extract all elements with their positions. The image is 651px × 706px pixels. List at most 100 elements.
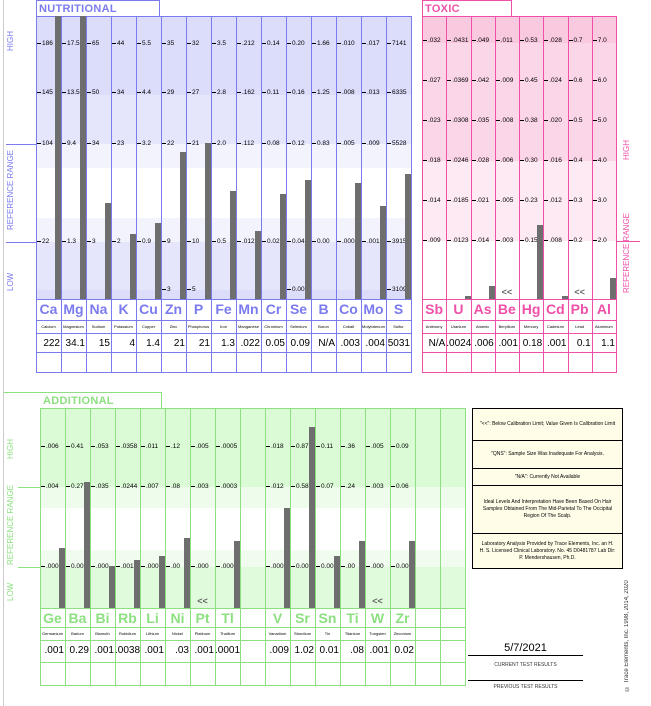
element-value: .001 <box>547 338 567 349</box>
toxic-tick-label: .020 <box>544 117 562 125</box>
additional-tick-label: .0244 <box>116 483 137 491</box>
nutritional-tick-label: .000 <box>337 238 355 246</box>
toxic-tick-label: .027 <box>423 77 441 85</box>
nutritional-tick-label: 34 <box>87 140 99 148</box>
nutritional-tick-label: .005 <box>337 140 355 148</box>
additional-tick-label: .000 <box>191 563 209 571</box>
bar-sr <box>309 427 315 608</box>
nutritional-column-divider <box>61 16 62 372</box>
nutritional-tick-label: .008 <box>337 89 355 97</box>
legend-note: "<<": Below Calibration Limit; Value Giv… <box>473 409 622 441</box>
element-name: Bismuth <box>95 631 110 636</box>
nutritional-column-divider <box>211 16 212 372</box>
toxic-tick-label: .006 <box>496 157 514 165</box>
additional-tick-label: .00 <box>341 563 355 571</box>
toxic-tick-label: 0.2 <box>569 237 583 245</box>
element-name: Lead <box>575 324 585 329</box>
nutritional-tick-label: 34 <box>112 89 124 97</box>
element-name: Mercury <box>523 324 539 329</box>
bar-sn <box>334 556 340 608</box>
element-symbol-na: Na <box>89 301 108 317</box>
nutritional-tick-label: 186 <box>37 40 53 48</box>
additional-column-divider <box>115 408 116 685</box>
nutritional-tick-label: 6335 <box>387 89 406 97</box>
bar-hg <box>537 225 544 299</box>
additional-tick-label: .00 <box>166 563 180 571</box>
additional-tick-label: .000 <box>141 563 159 571</box>
nutritional-tick-label: 13.5 <box>62 89 80 97</box>
nutritional-tick-label: 50 <box>87 89 99 97</box>
bar-rb <box>134 560 140 608</box>
additional-column-divider <box>340 408 341 685</box>
toxic-title: TOXIC ELEMENTS <box>422 0 512 27</box>
element-symbol-fe: Fe <box>215 301 232 317</box>
current-test-date: 5/7/2021 <box>468 642 583 656</box>
nutritional-range-band <box>36 168 411 218</box>
nutritional-tick-label: 5.5 <box>137 40 151 48</box>
nutritional-tick-label: 3 <box>87 238 96 246</box>
nutritional-column-divider <box>236 16 237 372</box>
additional-tick-label: .12 <box>166 443 180 451</box>
nutritional-column-divider <box>111 16 112 372</box>
element-symbol-mn: Mn <box>238 301 259 317</box>
toxic-tick-label: .012 <box>544 197 562 205</box>
additional-tick-label: .003 <box>191 483 209 491</box>
bar-ge <box>59 548 65 608</box>
toxic-column-divider <box>470 16 472 372</box>
nutritional-tick-label: .112 <box>237 140 254 148</box>
toxic-tick-label: .016 <box>544 157 562 165</box>
toxic-tick-label: .049 <box>472 37 490 45</box>
toxic-column-divider <box>446 16 448 372</box>
nutritional-column-divider <box>261 16 262 372</box>
bar-u <box>464 296 471 299</box>
nutritional-tick-label: 32 <box>187 40 199 48</box>
nutritional-tick-label: .162 <box>237 89 255 97</box>
element-name: Tungsten <box>369 631 386 636</box>
element-symbol-u: U <box>453 301 464 317</box>
nutritional-tick-label: 2 <box>112 238 121 246</box>
element-name: Thallium <box>219 631 236 636</box>
element-value: 5031 <box>387 338 410 349</box>
nutritional-tick-label: 2.0 <box>212 140 226 148</box>
toxic-tick-label: .032 <box>423 37 441 45</box>
bar-ba <box>84 482 90 608</box>
element-name: Germanium <box>42 631 63 636</box>
element-symbol-ba: Ba <box>68 610 87 626</box>
additional-tick-label: .000 <box>266 563 284 571</box>
nutritional-tick-label: 3109 <box>387 286 406 294</box>
additional-tick-label: .08 <box>166 483 180 491</box>
element-value: .0038 <box>115 645 141 656</box>
additional-range-band <box>40 487 465 508</box>
element-name: Vanadium <box>268 631 287 636</box>
additional-tick-label: .053 <box>91 443 109 451</box>
below-calibration-marker: << <box>501 287 513 297</box>
element-value: 0.1 <box>576 338 591 349</box>
nutritional-tick-label: 0.08 <box>262 140 280 148</box>
legend-note: "QNS": Sample Size Was Inadequate For An… <box>473 441 622 469</box>
additional-title: ADDITIONAL ELEMENTS <box>3 392 162 419</box>
nutritional-tick-label: 4.4 <box>137 89 151 97</box>
toxic-tick-label: .003 <box>496 237 514 245</box>
nutritional-tick-label: 23 <box>112 140 124 148</box>
toxic-tick-label: 0.3 <box>569 197 583 205</box>
bar-mg <box>80 16 86 299</box>
nutritional-tick-label: 1.66 <box>312 40 330 48</box>
toxic-tick-label: .0369 <box>447 77 468 85</box>
additional-range-band <box>40 508 465 550</box>
additional-column-divider <box>190 408 191 685</box>
additional-column-divider <box>440 408 441 685</box>
additional-tick-label: 0.00 <box>291 563 309 571</box>
additional-tick-label: 0.06 <box>391 483 409 491</box>
additional-tick-label: .000 <box>41 563 59 571</box>
nutritional-tick-label: 0.16 <box>287 89 305 97</box>
nutritional-tick-label: 17.5 <box>62 40 80 48</box>
toxic-tick-label: .008 <box>544 237 562 245</box>
nutritional-tick-label: 0.00 <box>287 286 305 294</box>
nutritional-tick-label: 10 <box>187 238 199 246</box>
element-symbol-ge: Ge <box>43 610 62 626</box>
additional-tick-label: .005 <box>191 443 209 451</box>
bar-ca <box>55 16 61 299</box>
nutritional-tick-label: .009 <box>362 140 380 148</box>
nutritional-column-divider <box>161 16 162 372</box>
bar-s <box>405 174 411 299</box>
